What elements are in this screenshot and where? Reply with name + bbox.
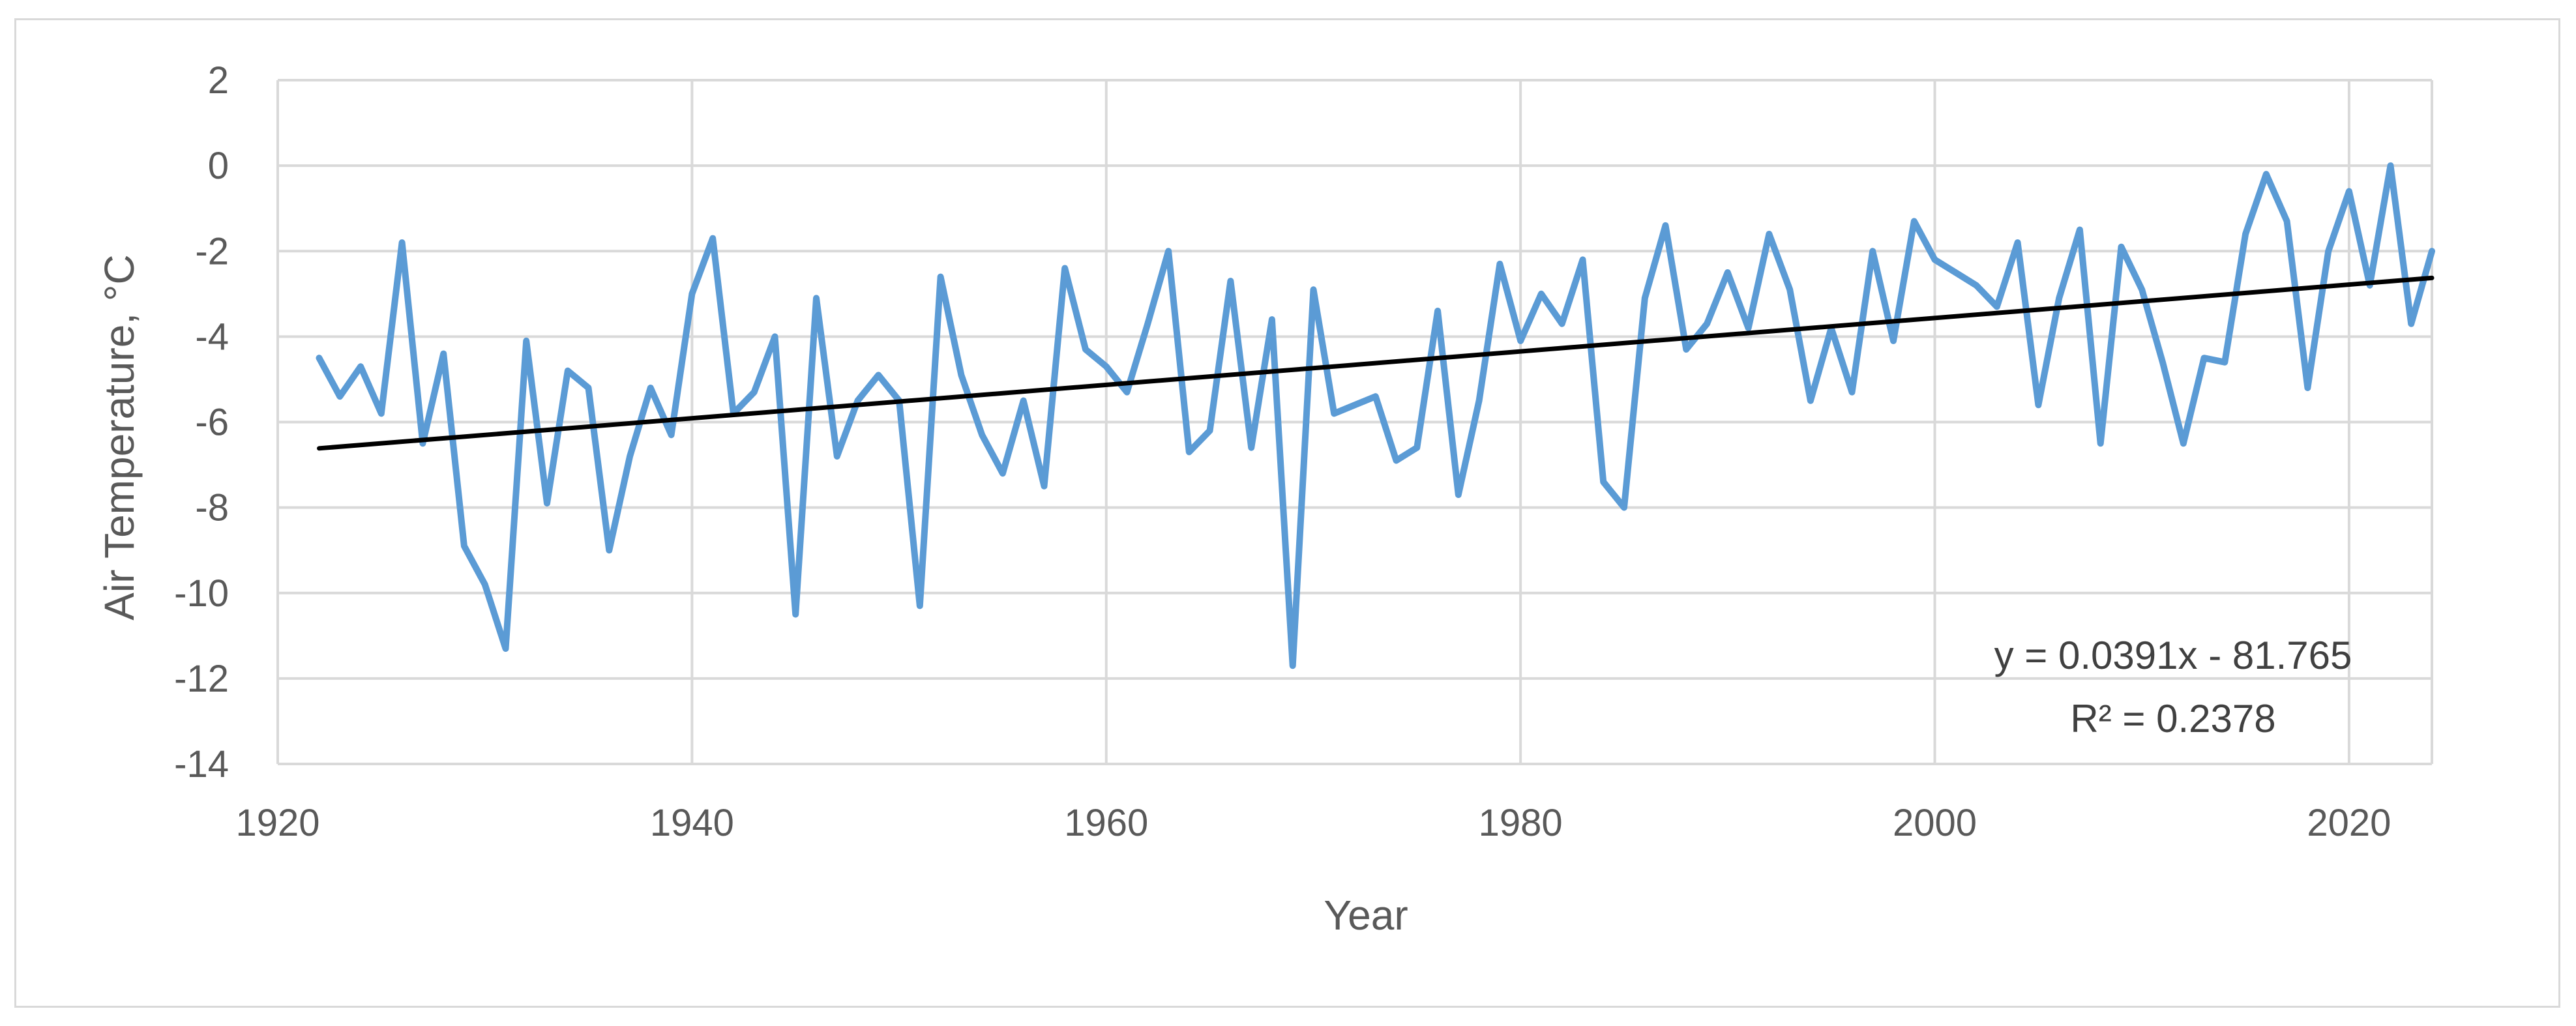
trendline-equation: y = 0.0391x - 81.765 [1994, 634, 2352, 677]
y-tick-label: 0 [208, 145, 229, 187]
y-axis-title: Air Temperature, °C [96, 254, 143, 621]
x-tick-label: 2020 [2307, 802, 2391, 844]
gridlines [276, 79, 2433, 765]
y-tick-label: -12 [174, 658, 229, 700]
x-tick-labels: 1920 1940 1960 1980 2000 2020 [235, 802, 2391, 844]
chart-frame: 2 0 -2 -4 -6 -8 -10 -12 -14 1920 1940 1960 1980 2000… [14, 18, 2560, 1008]
linear-trendline [317, 275, 2435, 451]
line-chart: 2 0 -2 -4 -6 -8 -10 -12 -14 1920 1940 1960 1980 2000… [96, 59, 2435, 939]
y-tick-label: -6 [195, 402, 229, 444]
x-tick-label: 1980 [1479, 802, 1563, 844]
x-tick-label: 2000 [1893, 802, 1977, 844]
x-tick-label: 1920 [235, 802, 319, 844]
x-axis-title: Year [1324, 892, 1408, 939]
y-tick-label: 2 [208, 59, 229, 102]
y-tick-labels: 2 0 -2 -4 -6 -8 -10 -12 -14 [174, 59, 229, 785]
y-tick-label: -8 [195, 487, 229, 529]
series-layer [316, 162, 2435, 669]
x-tick-label: 1960 [1064, 802, 1148, 844]
y-tick-label: -4 [195, 315, 229, 358]
trendline-r-squared: R² = 0.2378 [2070, 697, 2275, 740]
trendline-layer [317, 275, 2435, 451]
temperature-series-line [316, 162, 2435, 669]
y-tick-label: -10 [174, 572, 229, 615]
y-tick-label: -14 [174, 743, 229, 785]
x-tick-label: 1940 [650, 802, 734, 844]
y-tick-label: -2 [195, 230, 229, 272]
